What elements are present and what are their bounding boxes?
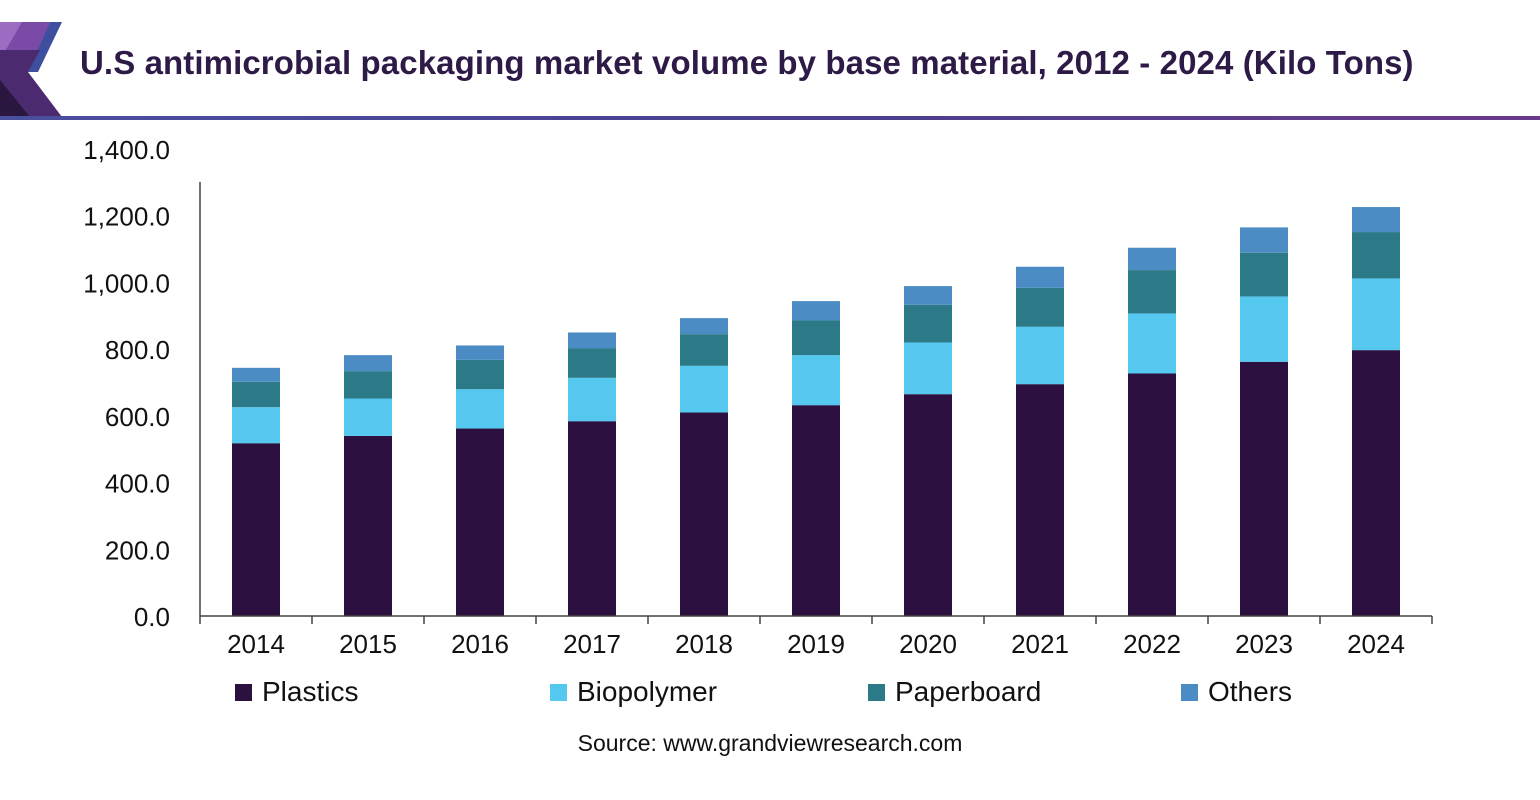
bar-plastics-2023 [1240, 361, 1288, 616]
bar-plastics-2016 [456, 428, 504, 616]
bar-plastics-2021 [1016, 384, 1064, 616]
bar-others-2016 [456, 345, 504, 360]
bar-biopolymer-2015 [344, 398, 392, 436]
legend-label-biopolymer: Biopolymer [577, 676, 718, 707]
bar-biopolymer-2019 [792, 355, 840, 406]
bar-others-2020 [904, 286, 952, 305]
bar-biopolymer-2018 [680, 365, 728, 413]
chart-legend: Plastics Biopolymer Paperboard Others [0, 672, 1540, 712]
bar-others-2023 [1240, 227, 1288, 253]
x-tick-label: 2014 [227, 629, 285, 659]
bar-stack-2019 [792, 301, 840, 616]
bar-plastics-2022 [1128, 373, 1176, 616]
bar-others-2018 [680, 318, 728, 335]
y-tick-label: 200.0 [105, 535, 170, 565]
bar-paperboard-2018 [680, 334, 728, 366]
y-tick-label: 0.0 [134, 602, 170, 632]
bar-others-2022 [1128, 247, 1176, 271]
chart-plot: 0.0 200.0 400.0 600.0 800.0 1,000.0 1,200.0 1,4… [83, 135, 1433, 659]
bar-others-2019 [792, 301, 840, 321]
bar-plastics-2018 [680, 412, 728, 616]
header-logo-shape [0, 22, 62, 117]
y-tick-label: 1,400.0 [83, 135, 170, 165]
bar-biopolymer-2016 [456, 389, 504, 429]
bar-others-2017 [568, 332, 616, 349]
bar-paperboard-2014 [232, 381, 280, 408]
legend-item-paperboard: Paperboard [868, 672, 1041, 712]
legend-label-plastics: Plastics [262, 676, 359, 707]
bar-biopolymer-2014 [232, 407, 280, 444]
chart-header: U.S antimicrobial packaging market volum… [0, 0, 1540, 125]
bar-stack-2020 [904, 286, 952, 616]
bar-stack-2022 [1128, 247, 1176, 616]
bar-paperboard-2015 [344, 371, 392, 399]
y-tick-label: 800.0 [105, 335, 170, 365]
bar-plastics-2014 [232, 443, 280, 616]
y-tick-label: 1,200.0 [83, 202, 170, 232]
bar-stacks [232, 207, 1400, 616]
legend-label-paperboard: Paperboard [895, 676, 1042, 707]
bar-plastics-2020 [904, 394, 952, 616]
x-tick-label: 2020 [899, 629, 957, 659]
bar-paperboard-2023 [1240, 252, 1288, 297]
bar-stack-2021 [1016, 266, 1064, 616]
bar-paperboard-2021 [1016, 287, 1064, 327]
bar-biopolymer-2022 [1128, 313, 1176, 374]
x-tick-label: 2024 [1347, 629, 1405, 659]
legend-item-biopolymer: Biopolymer [550, 672, 717, 712]
bar-paperboard-2020 [904, 304, 952, 343]
legend-item-plastics: Plastics [235, 672, 358, 712]
bar-plastics-2017 [568, 421, 616, 616]
x-tick-label: 2023 [1235, 629, 1293, 659]
source-note: Source: www.grandviewresearch.com [577, 730, 963, 756]
legend-item-others: Others [1181, 672, 1292, 712]
bar-plastics-2019 [792, 405, 840, 616]
bar-plastics-2015 [344, 435, 392, 616]
bar-stack-2016 [456, 345, 504, 616]
bar-stack-2015 [344, 355, 392, 616]
y-tick-label: 1,000.0 [83, 268, 170, 298]
x-tick-label: 2018 [675, 629, 733, 659]
x-tick-label: 2015 [339, 629, 397, 659]
bar-stack-2023 [1240, 227, 1288, 616]
bar-biopolymer-2021 [1016, 326, 1064, 385]
bar-paperboard-2017 [568, 348, 616, 378]
bar-paperboard-2022 [1128, 270, 1176, 314]
bar-stack-2024 [1352, 207, 1400, 616]
bar-others-2021 [1016, 266, 1064, 288]
legend-swatch-biopolymer [550, 683, 567, 701]
legend-swatch-plastics [235, 683, 252, 701]
x-tick-label: 2016 [451, 629, 509, 659]
bar-others-2024 [1352, 207, 1400, 233]
bar-biopolymer-2017 [568, 377, 616, 422]
bar-stack-2018 [680, 318, 728, 616]
bar-paperboard-2016 [456, 359, 504, 390]
bar-paperboard-2024 [1352, 232, 1400, 279]
chart-title: U.S antimicrobial packaging market volum… [80, 44, 1414, 81]
bar-paperboard-2019 [792, 320, 840, 356]
legend-swatch-paperboard [868, 683, 885, 701]
y-tick-label: 400.0 [105, 469, 170, 499]
legend-label-others: Others [1208, 676, 1293, 707]
bar-plastics-2024 [1352, 350, 1400, 616]
x-tick-label: 2022 [1123, 629, 1181, 659]
x-tick-label: 2017 [563, 629, 621, 659]
x-tick-label: 2021 [1011, 629, 1069, 659]
bar-stack-2014 [232, 367, 280, 616]
header-divider [0, 116, 1540, 120]
bar-stack-2017 [568, 332, 616, 616]
y-tick-label: 600.0 [105, 402, 170, 432]
x-axis-ticks: 2014 2015 2016 2017 2018 2019 2020 2021 2022 2023… [199, 616, 1433, 659]
y-axis-ticks: 0.0 200.0 400.0 600.0 800.0 1,000.0 1,200.0 1,4… [83, 135, 170, 632]
x-tick-label: 2019 [787, 629, 845, 659]
bar-biopolymer-2024 [1352, 278, 1400, 351]
bar-others-2015 [344, 355, 392, 372]
bar-biopolymer-2023 [1240, 296, 1288, 362]
bar-others-2014 [232, 367, 280, 382]
legend-swatch-others [1181, 683, 1198, 701]
bar-biopolymer-2020 [904, 342, 952, 395]
